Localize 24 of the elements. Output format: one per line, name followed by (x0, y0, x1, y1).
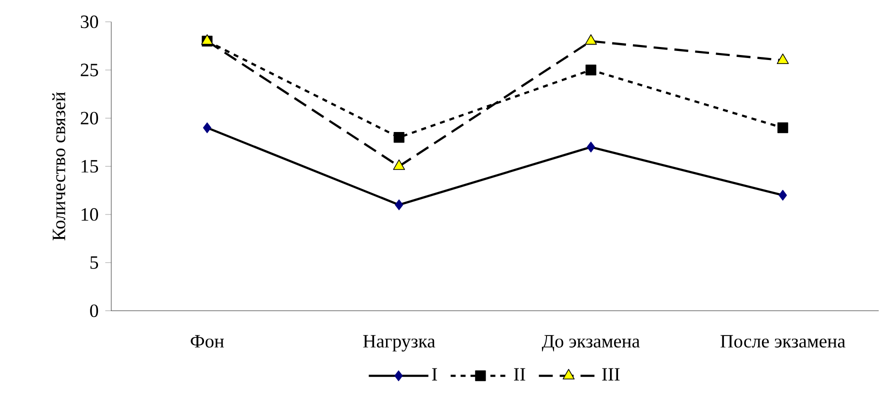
x-tick-label: После экзамена (720, 335, 846, 348)
legend-label: II (514, 368, 526, 381)
legend-label: III (602, 368, 620, 381)
point (394, 132, 404, 143)
y-tick-label: 10 (82, 208, 98, 221)
point (584, 34, 597, 45)
point (586, 64, 596, 76)
x-tick-label: Нагрузка (363, 335, 436, 352)
legend-label: I (432, 368, 438, 381)
y-tick-label: 15 (82, 160, 98, 173)
point (778, 190, 787, 201)
y-axis-title: Количество связей (52, 92, 66, 240)
point (777, 122, 788, 134)
x-tick-label: Фон (190, 335, 224, 348)
y-tick-label: 0 (90, 304, 98, 318)
point (776, 54, 789, 64)
y-tick-label: 20 (80, 112, 98, 124)
point (394, 199, 404, 210)
point (586, 142, 596, 152)
y-tick-label: 25 (80, 64, 98, 76)
point (203, 122, 212, 134)
x-tick-label: До экзамена (542, 335, 640, 352)
y-tick-label: 30 (80, 16, 98, 28)
y-tick-label: 5 (90, 256, 98, 269)
